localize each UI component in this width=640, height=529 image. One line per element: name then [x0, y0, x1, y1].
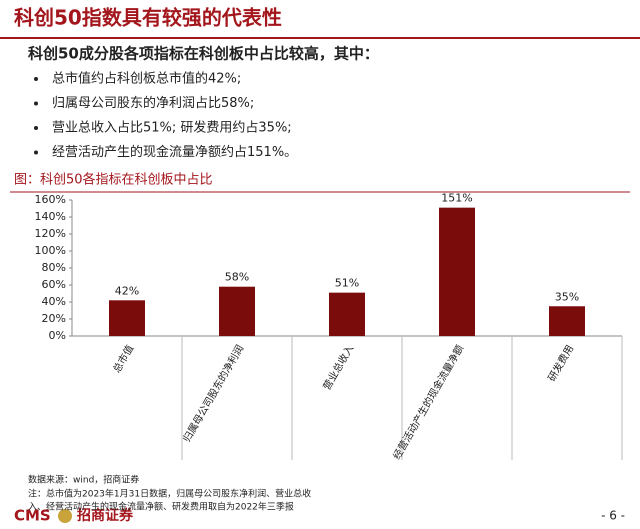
y-tick-label: 20% — [42, 312, 66, 325]
page-number: - 6 - — [601, 509, 625, 523]
value-label: 58% — [225, 271, 249, 284]
y-tick-label: 0% — [49, 329, 66, 342]
note: 注：总市值为2023年1月31日数据，归属母公司股东净利润、营业总收 — [28, 488, 311, 500]
bar — [439, 207, 475, 336]
bar — [549, 306, 585, 336]
chart-title: 图：科创50各指标在科创板中占比 — [14, 172, 213, 188]
value-label: 51% — [335, 277, 359, 290]
y-tick-label: 80% — [42, 261, 66, 274]
bullet-dot — [34, 150, 38, 155]
bar — [109, 300, 145, 336]
value-label: 42% — [115, 284, 139, 297]
bullet: 归属母公司股东的净利润占比58%; — [52, 95, 254, 111]
y-tick-label: 120% — [35, 227, 66, 240]
y-tick-label: 160% — [35, 193, 66, 206]
x-tick-label: 归属母公司股东的净利润 — [180, 343, 246, 445]
value-label: 151% — [441, 192, 472, 205]
bar — [329, 292, 365, 336]
x-tick-label: 总市值 — [110, 343, 136, 375]
bullet: 总市值约占科创板总市值的42%; — [52, 71, 241, 87]
logo-mark — [58, 509, 72, 523]
subtitle: 科创50成分股各项指标在科创板中占比较高，其中： — [28, 45, 379, 63]
x-tick-label: 营业总收入 — [320, 343, 356, 393]
bar — [219, 286, 255, 336]
bullet-dot — [34, 77, 38, 81]
bullet: 营业总收入占比51%; 研发费用约占35%; — [52, 120, 292, 136]
bullet: 经营活动产生的现金流量净额约占151%。 — [52, 144, 297, 160]
note: 入、经营活动产生的现金流量净额、研发费用取自为2022年三季报 — [28, 501, 294, 513]
y-tick-label: 100% — [35, 244, 66, 257]
logo: CMS — [14, 507, 51, 525]
bullet-dot — [34, 126, 38, 130]
y-tick-label: 40% — [42, 295, 66, 308]
y-tick-label: 140% — [35, 210, 66, 223]
source: 数据来源：wind，招商证券 — [28, 474, 139, 486]
bullet-dot — [34, 101, 38, 106]
slide-title: 科创50指数具有较强的代表性 — [14, 6, 282, 30]
logo-cn: 招商证券 — [77, 507, 134, 524]
y-tick-label: 60% — [42, 278, 66, 291]
x-tick-label: 研发费用 — [545, 343, 576, 384]
value-label: 35% — [555, 290, 579, 303]
x-tick-label: 经营活动产生的现金流量净额 — [390, 343, 466, 462]
